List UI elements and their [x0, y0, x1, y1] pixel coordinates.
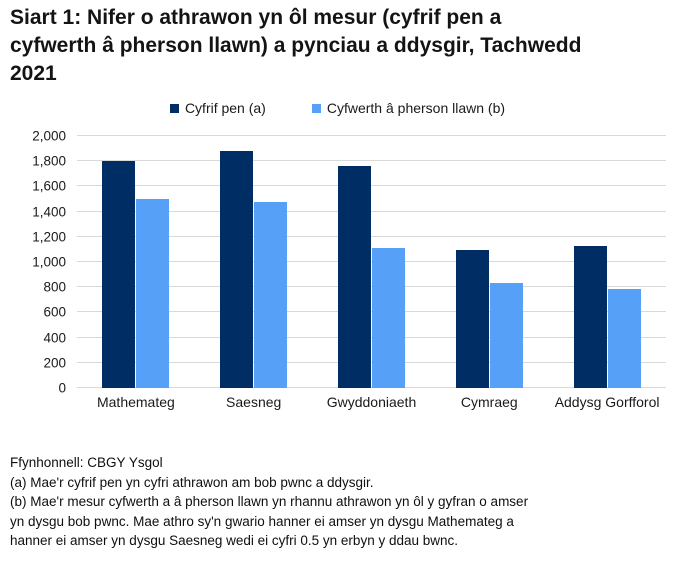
- footnote-b: (b) Mae'r mesur cyfwerth a â pherson lla…: [10, 494, 529, 548]
- legend-label-cyfrif-pen: Cyfrif pen (a): [184, 100, 266, 116]
- y-tick-label: 1,400: [32, 204, 66, 220]
- bar-group: [548, 136, 666, 388]
- x-axis-labels: Mathemateg Saesneg Gwyddoniaeth Cymraeg Addy…: [77, 394, 666, 410]
- y-tick-label: 2,000: [32, 128, 66, 144]
- footnotes: Ffynhonnell: CBGY Ysgol (a) Mae'r cyfrif…: [10, 453, 540, 551]
- bar-chart: 0 200 400 600 800 1,000 1,200 1,400 1,600 1,800 2,…: [0, 129, 666, 396]
- bar: [254, 201, 288, 388]
- y-tick-label: 600: [43, 304, 66, 320]
- y-tick-label: 1,800: [32, 153, 66, 169]
- gridline: [77, 135, 666, 136]
- chart-title: Siart 1: Nifer o athrawon yn ôl mesur (c…: [10, 6, 582, 85]
- gridline: [77, 210, 666, 212]
- bar: [220, 150, 254, 388]
- gridline: [77, 336, 666, 338]
- x-category-label: Cymraeg: [460, 394, 518, 410]
- plot-area: [77, 135, 666, 388]
- bar: [337, 165, 371, 388]
- bar: [489, 282, 523, 388]
- source-note: Ffynhonnell: CBGY Ysgol: [10, 455, 163, 470]
- bar: [371, 247, 405, 388]
- legend-item-cyfrif-pen: Cyfrif pen (a): [169, 100, 266, 116]
- gridline: [77, 387, 666, 388]
- x-category-label: Gwyddoniaeth: [326, 394, 417, 410]
- gridline: [77, 185, 666, 187]
- legend-swatch-light-blue: [311, 103, 321, 113]
- bar: [136, 199, 170, 388]
- y-tick-label: 1,600: [32, 178, 66, 194]
- y-axis: 0 200 400 600 800 1,000 1,200 1,400 1,600 1,800 2,…: [0, 129, 66, 396]
- bar-group: [313, 136, 431, 388]
- gridline: [77, 235, 666, 237]
- bar: [455, 250, 489, 388]
- x-category-label: Addysg Gorfforol: [554, 394, 660, 410]
- y-tick-label: 400: [43, 330, 66, 346]
- y-tick-label: 200: [43, 355, 66, 371]
- gridlines: [77, 135, 666, 388]
- bar-groups: [77, 136, 666, 388]
- footnote-a: (a) Mae'r cyfrif pen yn cyfri athrawon a…: [10, 474, 374, 490]
- bar: [102, 161, 136, 388]
- legend-item-cyfwerth: Cyfwerth â pherson llawn (b): [311, 100, 506, 116]
- legend-swatch-dark-blue: [169, 103, 179, 113]
- bar: [607, 289, 641, 388]
- bar-group: [77, 136, 195, 388]
- legend-label-cyfwerth: Cyfwerth â pherson llawn (b): [326, 100, 506, 116]
- bar-group: [195, 136, 313, 388]
- x-category-label: Mathemateg: [96, 394, 175, 410]
- gridline: [77, 311, 666, 313]
- x-category-label: Saesneg: [226, 394, 282, 410]
- gridline: [77, 361, 666, 363]
- y-tick-label: 1,000: [32, 254, 66, 270]
- bar-group: [430, 136, 548, 388]
- gridline: [77, 160, 666, 162]
- gridline: [77, 286, 666, 288]
- gridline: [77, 261, 666, 262]
- y-tick-label: 0: [58, 380, 66, 396]
- y-tick-label: 1,200: [32, 229, 66, 245]
- y-tick-label: 800: [43, 279, 66, 295]
- legend: Cyfrif pen (a) Cyfwerth â pherson llawn …: [0, 100, 675, 116]
- bar: [573, 245, 607, 388]
